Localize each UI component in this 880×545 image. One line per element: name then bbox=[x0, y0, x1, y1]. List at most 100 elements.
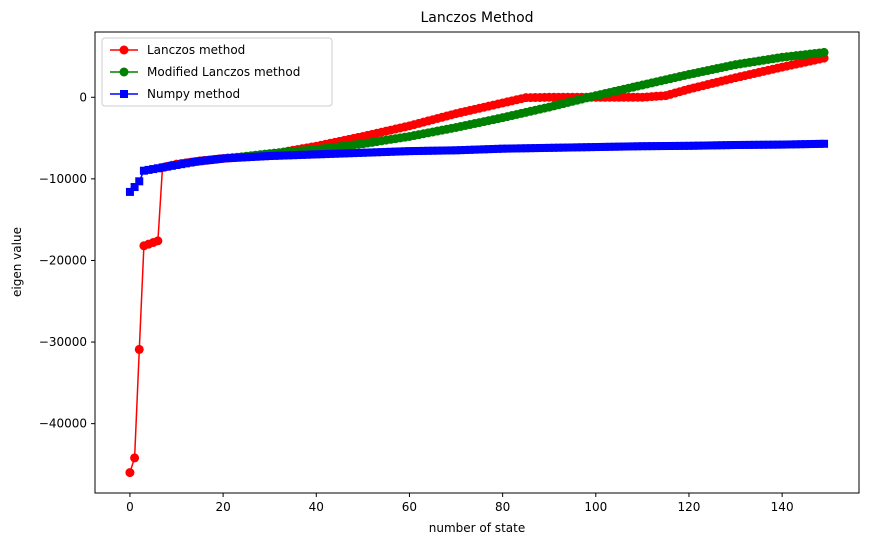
data-point bbox=[675, 141, 684, 150]
data-point bbox=[484, 145, 493, 154]
data-point bbox=[354, 148, 363, 157]
data-point bbox=[712, 141, 721, 150]
data-point bbox=[209, 155, 218, 164]
data-point bbox=[736, 140, 745, 149]
data-point bbox=[219, 154, 228, 163]
data-point bbox=[610, 142, 619, 151]
data-point bbox=[540, 143, 549, 152]
data-point bbox=[144, 165, 153, 174]
x-tick-label: 60 bbox=[402, 500, 417, 514]
data-point bbox=[125, 187, 134, 196]
data-point bbox=[247, 153, 256, 162]
data-point bbox=[573, 143, 582, 152]
data-point bbox=[270, 151, 279, 160]
x-tick-label: 80 bbox=[495, 500, 510, 514]
data-point bbox=[149, 165, 158, 174]
data-point bbox=[470, 145, 479, 154]
data-point bbox=[135, 177, 144, 186]
series-2 bbox=[125, 139, 829, 196]
data-point bbox=[191, 157, 200, 166]
data-point bbox=[200, 156, 209, 165]
data-point bbox=[587, 143, 596, 152]
legend-item: Lanczos method bbox=[110, 43, 245, 57]
data-point bbox=[792, 140, 801, 149]
data-point bbox=[400, 147, 409, 156]
data-point bbox=[172, 160, 181, 169]
data-point bbox=[633, 142, 642, 151]
data-point bbox=[717, 141, 726, 150]
data-point bbox=[740, 140, 749, 149]
data-point bbox=[801, 140, 810, 149]
data-point bbox=[466, 145, 475, 154]
data-point bbox=[391, 147, 400, 156]
legend-marker bbox=[120, 90, 128, 98]
data-point bbox=[549, 143, 558, 152]
data-point bbox=[596, 142, 605, 151]
data-point bbox=[177, 160, 186, 169]
data-point bbox=[396, 147, 405, 156]
data-point bbox=[456, 146, 465, 155]
data-point bbox=[666, 141, 675, 150]
data-point bbox=[726, 141, 735, 150]
y-tick-label: −30000 bbox=[39, 335, 87, 349]
data-point bbox=[153, 236, 163, 246]
plot-series bbox=[125, 47, 829, 478]
data-point bbox=[722, 141, 731, 150]
data-point bbox=[368, 148, 377, 157]
data-point bbox=[526, 144, 535, 153]
legend-label: Modified Lanczos method bbox=[147, 65, 300, 79]
data-point bbox=[438, 146, 447, 155]
data-point bbox=[181, 159, 190, 168]
data-point bbox=[545, 143, 554, 152]
data-point bbox=[377, 148, 386, 157]
data-point bbox=[293, 151, 302, 160]
data-point bbox=[228, 153, 237, 162]
data-point bbox=[419, 146, 428, 155]
data-point bbox=[605, 142, 614, 151]
data-point bbox=[358, 148, 367, 157]
data-point bbox=[163, 162, 172, 171]
y-tick-label: −10000 bbox=[39, 172, 87, 186]
data-point bbox=[139, 166, 148, 175]
data-point bbox=[428, 146, 437, 155]
data-point bbox=[158, 163, 167, 172]
series-0 bbox=[125, 53, 829, 478]
data-point bbox=[410, 147, 419, 156]
data-point bbox=[363, 148, 372, 157]
data-point bbox=[647, 142, 656, 151]
data-point bbox=[452, 146, 461, 155]
data-point bbox=[442, 146, 451, 155]
legend: Lanczos method Modified Lanczos method Num… bbox=[101, 37, 333, 107]
data-point bbox=[643, 142, 652, 151]
data-point bbox=[601, 142, 610, 151]
data-point bbox=[703, 141, 712, 150]
data-point bbox=[820, 139, 829, 148]
data-point bbox=[624, 142, 633, 151]
data-point bbox=[773, 140, 782, 149]
data-point bbox=[521, 144, 530, 153]
data-point bbox=[461, 145, 470, 154]
data-point bbox=[242, 153, 251, 162]
data-point bbox=[330, 149, 339, 158]
data-point bbox=[698, 141, 707, 150]
x-tick-label: 20 bbox=[215, 500, 230, 514]
plot-frame bbox=[94, 31, 860, 494]
y-axis: −40000 −30000 −20000 −10000 0 bbox=[39, 90, 95, 431]
x-tick-label: 140 bbox=[771, 500, 794, 514]
data-point bbox=[694, 141, 703, 150]
data-point bbox=[782, 140, 791, 149]
data-point bbox=[512, 144, 521, 153]
x-axis: 0 20 40 60 80 100 120 140 bbox=[126, 493, 794, 514]
data-point bbox=[223, 154, 232, 163]
legend-label: Numpy method bbox=[147, 87, 240, 101]
data-point bbox=[321, 150, 330, 159]
data-point bbox=[382, 147, 391, 156]
data-point bbox=[535, 144, 544, 153]
data-point bbox=[638, 142, 647, 151]
data-point bbox=[279, 151, 288, 160]
y-tick-label: −20000 bbox=[39, 253, 87, 267]
legend-box bbox=[101, 37, 333, 107]
data-point bbox=[503, 144, 512, 153]
data-point bbox=[619, 142, 628, 151]
